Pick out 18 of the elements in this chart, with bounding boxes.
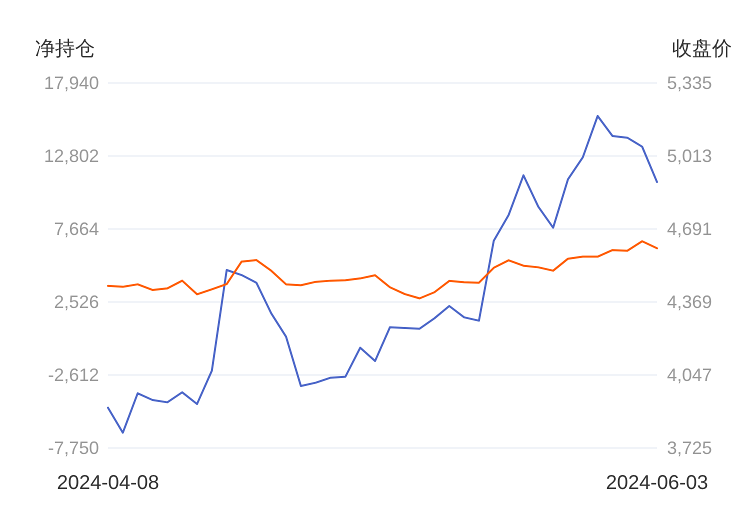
line-series xyxy=(107,115,658,434)
y-tick-label: 7,664 xyxy=(54,219,99,239)
y2-tick-label: 3,725 xyxy=(667,438,712,458)
y-tick-label: -2,612 xyxy=(48,365,99,385)
y2-tick-label: 5,013 xyxy=(667,146,712,166)
y2-axis-title: 收盘价 xyxy=(672,38,732,60)
y2-tick-label: 4,047 xyxy=(667,365,712,385)
y2-tick-label: 4,691 xyxy=(667,219,712,239)
y-tick-label: -7,750 xyxy=(48,438,99,458)
y-axis-title: 净持仓 xyxy=(35,38,95,60)
y-tick-label: 17,940 xyxy=(44,73,99,93)
y2-tick-label: 5,335 xyxy=(667,73,712,93)
x-tick-label: 2024-04-08 xyxy=(56,472,160,494)
y2-tick-label: 4,369 xyxy=(667,292,712,312)
y-tick-label: 2,526 xyxy=(54,292,99,312)
x-tick-label: 2024-06-03 xyxy=(606,472,708,494)
y-tick-label: 12,802 xyxy=(44,146,99,166)
line-series xyxy=(107,240,658,300)
